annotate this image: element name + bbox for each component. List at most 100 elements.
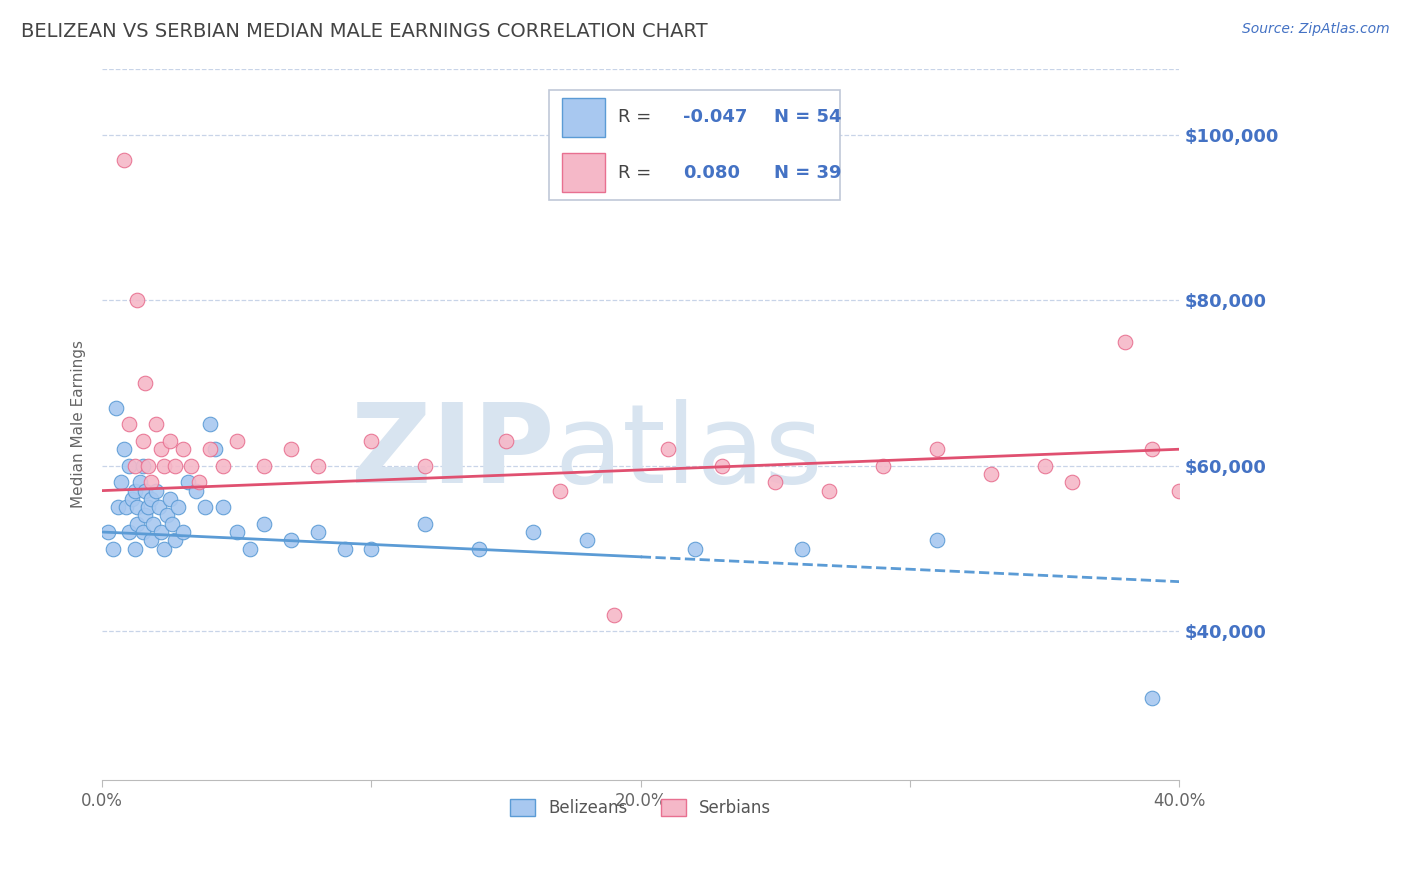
Point [239,541,262,556]
Point [136,500,159,515]
Point [139,475,162,490]
Point [127,500,149,515]
Point [163,533,186,548]
Point [198,442,221,457]
Point [131,524,153,539]
Point [166,500,188,515]
Point [159,491,181,506]
Point [139,491,162,506]
Point [307,524,329,539]
Point [212,500,235,515]
Point [118,417,141,432]
Point [1033,458,1056,473]
Point [980,467,1002,481]
Point [253,516,276,531]
Point [925,533,948,548]
Text: atlas: atlas [554,400,823,507]
Point [131,434,153,448]
Point [131,458,153,473]
Legend: Belizeans, Serbians: Belizeans, Serbians [502,790,780,825]
Point [134,508,156,523]
Point [124,458,146,473]
Point [134,483,156,498]
Point [193,500,215,515]
Point [763,475,786,490]
Point [177,475,200,490]
Point [159,434,181,448]
Point [198,417,221,432]
Point [225,524,247,539]
Text: -0.047: -0.047 [683,109,747,127]
Point [134,376,156,390]
Point [204,442,226,457]
Point [333,541,356,556]
Point [145,417,167,432]
Point [97,524,120,539]
Point [872,458,894,473]
Point [127,516,149,531]
Point [118,458,141,473]
Point [145,483,167,498]
Bar [562,153,605,192]
Point [150,442,173,457]
Point [415,458,437,473]
Point [139,533,162,548]
Y-axis label: Median Male Earnings: Median Male Earnings [72,341,86,508]
Point [142,516,165,531]
Point [307,458,329,473]
Point [1060,475,1083,490]
Point [136,458,159,473]
Point [121,491,143,506]
Point [792,541,814,556]
Point [153,458,176,473]
Text: BELIZEAN VS SERBIAN MEDIAN MALE EARNINGS CORRELATION CHART: BELIZEAN VS SERBIAN MEDIAN MALE EARNINGS… [21,22,707,41]
Point [548,483,571,498]
Text: N = 39: N = 39 [775,163,842,182]
Point [188,475,211,490]
Point [360,434,382,448]
Point [115,500,138,515]
Text: N = 54: N = 54 [775,109,842,127]
Point [925,442,948,457]
Point [180,458,202,473]
Point [683,541,706,556]
FancyBboxPatch shape [550,90,839,200]
Point [1142,690,1164,705]
Text: ZIP: ZIP [352,400,554,507]
Point [657,442,679,457]
Point [1142,442,1164,457]
Point [212,458,235,473]
Text: R =: R = [619,109,657,127]
Point [280,442,302,457]
Point [172,442,194,457]
Point [150,524,173,539]
Point [153,541,176,556]
Point [710,458,733,473]
Point [575,533,598,548]
Point [603,607,626,622]
Point [468,541,491,556]
Point [1168,483,1191,498]
Text: 0.080: 0.080 [683,163,740,182]
Point [104,401,127,415]
Point [1114,334,1136,349]
Point [360,541,382,556]
Point [148,500,170,515]
Text: R =: R = [619,163,657,182]
Point [112,153,135,167]
Bar [562,98,605,137]
Point [127,293,149,308]
Point [172,524,194,539]
Point [163,458,186,473]
Point [118,524,141,539]
Point [818,483,841,498]
Text: Source: ZipAtlas.com: Source: ZipAtlas.com [1241,22,1389,37]
Point [156,508,179,523]
Point [107,500,129,515]
Point [415,516,437,531]
Point [186,483,208,498]
Point [124,541,146,556]
Point [225,434,247,448]
Point [129,475,152,490]
Point [112,442,135,457]
